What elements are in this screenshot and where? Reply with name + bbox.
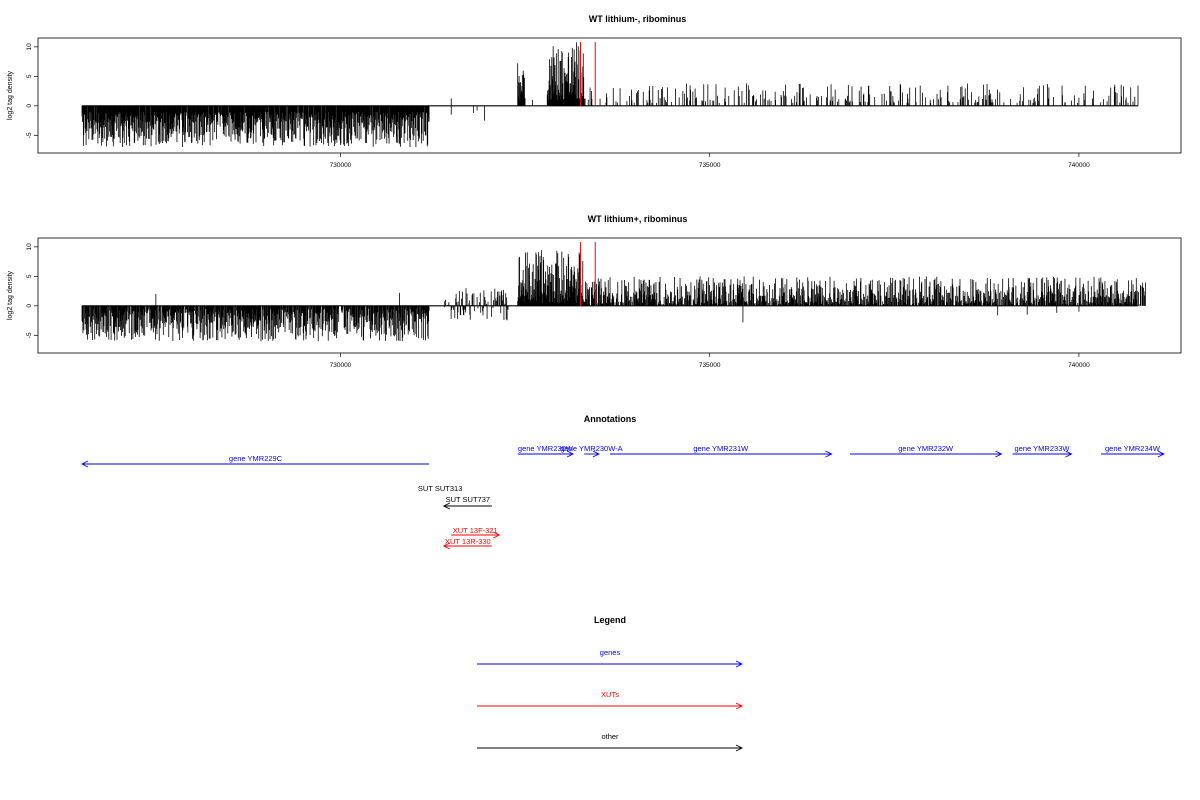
legend-title: Legend	[594, 615, 626, 625]
feature-label: XUT 13R-330	[445, 537, 491, 546]
y-tick-label: 10	[26, 243, 33, 251]
plot-frame	[37, 37, 1182, 154]
feature-label: gene YMR229C	[229, 454, 283, 463]
legend-arrow	[477, 660, 744, 668]
y-tick-label: 10	[26, 43, 33, 51]
x-tick-label: 730000	[330, 362, 352, 369]
x-tick-label: 730000	[330, 162, 352, 169]
arrow-head	[80, 460, 89, 468]
chart-title: WT lithium-, ribominus	[589, 14, 687, 24]
arrow-head	[1157, 450, 1165, 458]
arrow-head	[592, 450, 600, 458]
y-tick-label: -5	[26, 332, 33, 338]
feature-arrow	[610, 450, 833, 458]
y-tick-label: 0	[26, 304, 33, 308]
feature-arrow	[1012, 450, 1073, 458]
arrow-head	[442, 542, 451, 550]
chart-title: WT lithium+, ribominus	[588, 214, 688, 224]
bar-series	[81, 42, 1139, 148]
feature-label: gene YMR230W-A	[560, 444, 622, 453]
feature-arrow	[80, 460, 430, 468]
feature-label: gene YMR234W	[1105, 444, 1161, 453]
feature-arrow	[584, 450, 600, 458]
arrow-head	[735, 702, 744, 710]
legend-arrow	[477, 744, 744, 752]
feature-arrow	[517, 450, 575, 458]
x-tick-label: 740000	[1068, 162, 1090, 169]
feature-arrow	[850, 450, 1003, 458]
feature-label: gene YMR230W	[518, 444, 574, 453]
legend-label: genes	[600, 648, 621, 657]
arrow-head	[735, 660, 744, 668]
arrow-head	[566, 450, 575, 458]
feature-arrow	[451, 531, 501, 539]
feature-arrow	[442, 502, 492, 510]
feature-arrow	[442, 542, 492, 550]
feature-arrow	[1101, 450, 1165, 458]
arrow-head	[825, 450, 833, 458]
y-tick-label: 0	[26, 104, 33, 108]
legend-label: other	[601, 732, 619, 741]
x-tick-label: 735000	[699, 162, 721, 169]
legend-label: XUTs	[601, 690, 619, 699]
legend-arrow	[477, 702, 744, 710]
annotations-title: Annotations	[584, 414, 637, 424]
y-tick-label: -5	[26, 132, 33, 138]
feature-label: SUT SUT313	[418, 484, 462, 493]
arrow-head	[1065, 450, 1073, 458]
feature-label: XUT 13F-321	[453, 526, 498, 535]
feature-label: gene YMR231W	[693, 444, 749, 453]
arrow-head	[493, 531, 501, 539]
y-axis-label: log2 tag density	[7, 70, 14, 120]
feature-label: SUT SUT737	[446, 495, 490, 504]
arrow-head	[442, 502, 451, 510]
y-axis-label: log2 tag density	[7, 270, 14, 320]
x-tick-label: 735000	[699, 362, 721, 369]
feature-label: gene YMR233W	[1015, 444, 1071, 453]
bar-series	[81, 250, 1146, 342]
y-tick-label: 5	[26, 274, 33, 278]
plot-frame	[37, 237, 1182, 354]
y-tick-label: 5	[26, 74, 33, 78]
x-tick-label: 740000	[1068, 362, 1090, 369]
arrow-head	[735, 744, 744, 752]
feature-label: gene YMR232W	[898, 444, 954, 453]
arrow-head	[995, 450, 1003, 458]
